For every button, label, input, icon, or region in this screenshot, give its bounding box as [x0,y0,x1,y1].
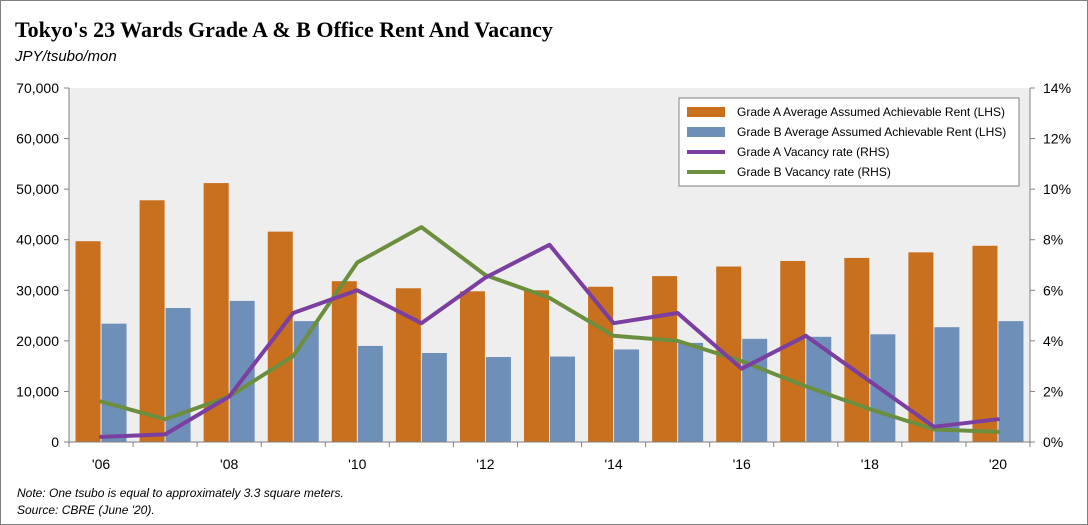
x-axis-tick-label: '16 [733,456,751,472]
right-axis-tick-label: 12% [1043,131,1071,147]
left-axis-tick-label: 40,000 [16,232,59,248]
right-axis-tick-label: 14% [1043,80,1071,96]
right-axis-tick-label: 0% [1043,434,1063,450]
left-axis-tick-label: 70,000 [16,80,59,96]
legend-entry-label: Grade B Average Assumed Achievable Rent … [737,125,1006,139]
x-axis-tick-label: '20 [989,456,1007,472]
bar-grade-b-2010 [357,345,383,442]
bar-grade-a-2009 [267,231,293,442]
bar-grade-a-2012 [459,291,485,442]
legend: Grade A Average Assumed Achievable Rent … [678,97,1020,187]
legend-swatch [687,127,725,137]
right-axis-tick-label: 6% [1043,282,1063,298]
line-grade-a-vacancy [99,242,1000,439]
legend-swatch [687,107,725,117]
bar-grade-b-2006 [101,323,127,442]
legend-box [678,97,1020,187]
bar-grade-b-2011 [421,352,447,442]
x-axis-tick-label: '12 [476,456,494,472]
chart-title: Tokyo's 23 Wards Grade A & B Office Rent… [15,17,553,42]
bar-grade-b-2020 [998,321,1024,442]
bar-grade-a-2018 [844,257,870,442]
bar-grade-a-2020 [972,245,998,442]
bar-grade-a-2015 [652,276,678,442]
bar-grade-b-2013 [550,356,575,442]
right-axis-tick-label: 10% [1043,181,1071,197]
x-axis-tick-label: '08 [220,456,238,472]
bar-grade-a-2010 [331,281,357,442]
x-axis-tick-label: '18 [861,456,879,472]
axes: 0 10,000 20,000 30,000 40,000 50,000 60,000 70,… [16,80,1071,472]
bar-grade-b-2014 [614,349,640,442]
bar-grade-b-2009 [293,321,319,442]
left-axis-tick-label: 60,000 [16,131,59,147]
bar-grade-b-2015 [678,342,704,442]
right-axis-tick-label: 8% [1043,232,1063,248]
bar-grade-b-2016 [742,338,768,442]
bar-grade-a-2013 [524,290,549,442]
legend-entry-label: Grade B Vacancy rate (RHS) [737,165,891,179]
bar-grade-a-2007 [139,200,165,442]
right-axis-tick-label: 4% [1043,333,1063,349]
grade-b-rent-bars [101,300,1024,442]
source-note: Source: CBRE (June '20). [17,503,155,517]
bar-grade-a-2014 [588,286,614,442]
x-axis-tick-label: '06 [92,456,110,472]
bar-grade-b-2012 [485,357,511,442]
x-axis-tick-label: '14 [604,456,622,472]
vacancy-lines [99,225,1000,439]
chart-subtitle: JPY/tsubo/mon [15,48,117,65]
legend-entry-label: Grade A Vacancy rate (RHS) [737,145,890,159]
left-axis-tick-label: 10,000 [16,383,59,399]
bar-grade-a-2006 [75,241,101,442]
x-axis-tick-label: '10 [348,456,366,472]
right-axis-tick-label: 2% [1043,383,1063,399]
left-axis-tick-label: 50,000 [16,181,59,197]
bar-grade-a-2017 [780,260,806,442]
footnote: Note: One tsubo is equal to approximatel… [17,486,344,500]
left-axis-tick-label: 30,000 [16,282,59,298]
left-axis-tick-label: 0 [51,434,59,450]
line-grade-b-vacancy [99,225,1000,434]
left-axis-tick-label: 20,000 [16,333,59,349]
legend-entry-label: Grade A Average Assumed Achievable Rent … [737,105,1005,119]
